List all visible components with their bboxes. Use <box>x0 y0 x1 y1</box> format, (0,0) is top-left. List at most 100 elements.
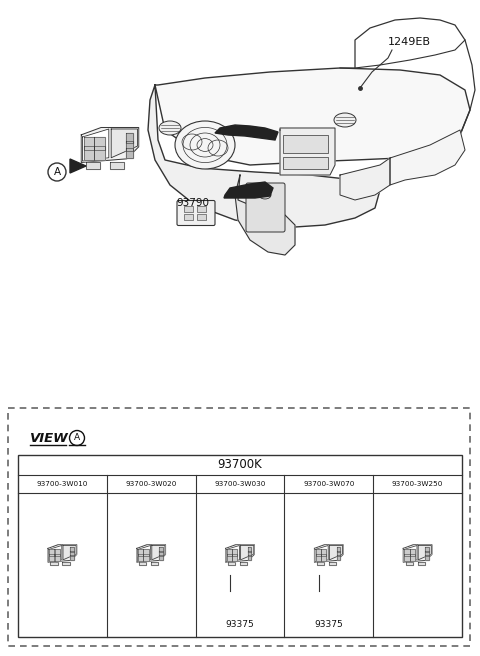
Polygon shape <box>159 551 163 556</box>
Text: 1249EB: 1249EB <box>388 37 431 47</box>
Polygon shape <box>406 562 413 565</box>
Polygon shape <box>336 547 340 552</box>
Polygon shape <box>418 546 432 560</box>
Polygon shape <box>70 555 74 560</box>
Polygon shape <box>94 136 105 150</box>
Polygon shape <box>94 146 105 159</box>
Polygon shape <box>152 546 165 560</box>
Polygon shape <box>336 555 340 560</box>
Polygon shape <box>151 562 158 565</box>
Polygon shape <box>329 562 336 565</box>
Polygon shape <box>403 544 432 562</box>
Polygon shape <box>226 546 240 562</box>
Ellipse shape <box>334 113 356 127</box>
Polygon shape <box>248 555 252 560</box>
Polygon shape <box>126 140 133 151</box>
FancyBboxPatch shape <box>8 408 470 646</box>
Polygon shape <box>425 555 429 560</box>
Polygon shape <box>83 129 109 161</box>
Text: 93700-3W250: 93700-3W250 <box>392 481 444 487</box>
Polygon shape <box>137 546 151 562</box>
Bar <box>184 206 193 212</box>
Polygon shape <box>248 547 252 552</box>
Polygon shape <box>315 546 328 562</box>
Polygon shape <box>321 549 326 556</box>
Text: 93700-3W010: 93700-3W010 <box>36 481 88 487</box>
Circle shape <box>70 430 84 445</box>
Polygon shape <box>48 546 62 562</box>
Bar <box>197 206 206 212</box>
Ellipse shape <box>259 191 271 199</box>
Text: A: A <box>74 434 80 443</box>
Polygon shape <box>409 554 415 561</box>
Text: A: A <box>53 167 60 177</box>
Bar <box>184 214 193 220</box>
Polygon shape <box>143 549 148 556</box>
Polygon shape <box>137 544 166 562</box>
Polygon shape <box>54 554 60 561</box>
Polygon shape <box>49 554 55 561</box>
Polygon shape <box>390 130 465 185</box>
Polygon shape <box>139 562 146 565</box>
Text: 93700K: 93700K <box>217 459 263 472</box>
Polygon shape <box>232 554 237 561</box>
Bar <box>283 135 328 153</box>
Polygon shape <box>228 562 235 565</box>
Polygon shape <box>49 549 55 556</box>
Polygon shape <box>329 546 343 560</box>
Polygon shape <box>143 554 148 561</box>
Polygon shape <box>84 136 95 150</box>
Polygon shape <box>316 554 321 561</box>
Polygon shape <box>70 551 74 556</box>
Polygon shape <box>62 562 70 565</box>
Polygon shape <box>425 551 429 556</box>
Polygon shape <box>425 547 429 552</box>
Polygon shape <box>110 163 124 169</box>
Polygon shape <box>248 551 252 556</box>
Polygon shape <box>138 549 144 556</box>
Bar <box>283 157 328 169</box>
Polygon shape <box>48 544 77 562</box>
Polygon shape <box>235 175 295 255</box>
FancyBboxPatch shape <box>246 183 285 232</box>
Polygon shape <box>321 554 326 561</box>
Polygon shape <box>111 129 137 157</box>
Polygon shape <box>280 128 335 175</box>
Polygon shape <box>224 182 273 198</box>
Polygon shape <box>409 549 415 556</box>
Polygon shape <box>418 562 425 565</box>
Polygon shape <box>317 562 324 565</box>
Polygon shape <box>226 544 254 562</box>
Polygon shape <box>138 554 144 561</box>
Ellipse shape <box>159 121 181 135</box>
Polygon shape <box>227 554 232 561</box>
Polygon shape <box>81 127 139 163</box>
Text: 93375: 93375 <box>314 620 343 629</box>
Text: 93700-3W070: 93700-3W070 <box>303 481 355 487</box>
Polygon shape <box>232 549 237 556</box>
Polygon shape <box>405 554 410 561</box>
Polygon shape <box>155 68 470 165</box>
Ellipse shape <box>175 121 235 169</box>
Polygon shape <box>316 549 321 556</box>
Text: 93700-3W020: 93700-3W020 <box>125 481 177 487</box>
Text: 93700-3W030: 93700-3W030 <box>214 481 266 487</box>
Polygon shape <box>148 85 380 228</box>
Bar <box>18 455 462 637</box>
Polygon shape <box>54 549 60 556</box>
Polygon shape <box>314 544 343 562</box>
Polygon shape <box>404 546 417 562</box>
Polygon shape <box>126 148 133 158</box>
Polygon shape <box>340 158 390 200</box>
Polygon shape <box>63 546 76 560</box>
Polygon shape <box>159 547 163 552</box>
Bar <box>197 214 206 220</box>
Polygon shape <box>215 125 278 140</box>
Text: 93375: 93375 <box>226 620 254 629</box>
Polygon shape <box>240 546 254 560</box>
Polygon shape <box>70 547 74 552</box>
Polygon shape <box>159 555 163 560</box>
Text: VIEW: VIEW <box>30 432 69 445</box>
Polygon shape <box>70 159 86 173</box>
Polygon shape <box>240 562 247 565</box>
